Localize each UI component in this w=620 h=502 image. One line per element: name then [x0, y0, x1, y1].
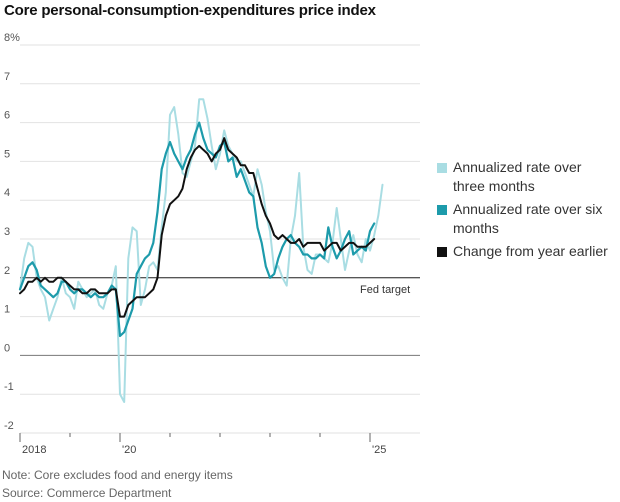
footer: Note: Core excludes food and energy item…	[2, 466, 233, 502]
footer-note: Note: Core excludes food and energy item…	[2, 468, 233, 482]
y-tick-label--2: -2	[4, 420, 14, 432]
legend-label-year-earlier: Change from year earlier	[453, 243, 608, 259]
y-tick-label-5: 5	[4, 148, 10, 160]
legend-swatch-six-months	[437, 205, 447, 215]
legend-label-three-months-line2: three months	[453, 178, 535, 194]
y-tick-label-6: 6	[4, 110, 10, 122]
x-tick-label-2025: '25	[372, 444, 386, 456]
y-tick-label-8: 8%	[4, 32, 20, 44]
y-tick-label-7: 7	[4, 71, 10, 83]
chart-title: Core personal-consumption-expenditures p…	[4, 2, 376, 19]
y-tick-label-2: 2	[4, 265, 10, 277]
y-tick-label--1: -1	[4, 381, 14, 393]
y-tick-label-4: 4	[4, 187, 10, 199]
legend-label-six-months-line1: Annualized rate over six	[453, 201, 603, 217]
y-tick-label-3: 3	[4, 226, 10, 238]
footer-source: Source: Commerce Department	[2, 486, 172, 500]
x-tick-label-2020: '20	[122, 444, 136, 456]
x-tick-label-2018: 2018	[22, 444, 46, 456]
legend-swatch-three-months	[437, 163, 447, 173]
legend-label-three-months-line1: Annualized rate over	[453, 159, 582, 175]
legend-item-three-months: Annualized rate over three months	[437, 158, 619, 196]
fed-target-label: Fed target	[360, 284, 410, 296]
legend-item-six-months: Annualized rate over six months	[437, 200, 619, 238]
series-line-year-earlier	[19, 137, 376, 318]
y-tick-label-0: 0	[4, 342, 10, 354]
series-line-three-months	[19, 98, 384, 403]
legend-swatch-year-earlier	[437, 247, 447, 257]
legend: Annualized rate over three months Annual…	[437, 158, 619, 265]
legend-label-six-months-line2: months	[453, 220, 499, 236]
legend-item-year-earlier: Change from year earlier	[437, 242, 619, 261]
y-tick-label-1: 1	[4, 304, 10, 316]
